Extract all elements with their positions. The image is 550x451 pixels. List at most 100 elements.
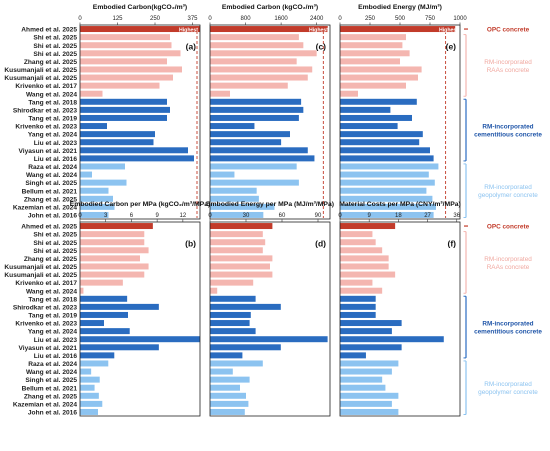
bar xyxy=(340,295,376,302)
group-label: RAAs concrete xyxy=(487,67,530,74)
bar xyxy=(80,255,140,262)
bar xyxy=(340,384,386,391)
x-tick-label: 27 xyxy=(424,213,431,219)
study-label: Shirodkar et al. 2023 xyxy=(13,107,77,114)
bar xyxy=(340,42,403,49)
study-label: Wang et al. 2024 xyxy=(26,288,77,295)
x-tick-label: 0 xyxy=(338,213,342,219)
x-tick-label: 0 xyxy=(78,213,82,219)
bar xyxy=(340,303,376,310)
bar xyxy=(340,279,373,286)
bar xyxy=(340,147,430,154)
bar xyxy=(340,98,417,105)
x-tick-label: 9 xyxy=(368,213,372,219)
bar xyxy=(80,239,145,246)
study-label: Shi et al. 2025 xyxy=(33,35,77,42)
bar xyxy=(210,328,256,335)
bar xyxy=(340,163,439,170)
plot-frame xyxy=(79,221,201,417)
panel-label: (c) xyxy=(316,41,327,51)
bar xyxy=(80,223,153,230)
group-label: RM-incorporated xyxy=(482,320,533,327)
x-tick-label: 3 xyxy=(104,213,108,219)
x-tick-label: 90 xyxy=(315,213,322,219)
panel-label: (b) xyxy=(185,238,196,248)
study-label: Wang et al. 2024 xyxy=(26,91,77,98)
bar xyxy=(210,360,263,367)
x-tick-label: 0 xyxy=(208,16,212,22)
x-tick-label: 800 xyxy=(241,16,252,22)
bar xyxy=(340,344,402,351)
x-tick-label: 30 xyxy=(243,213,250,219)
x-tick-label: 6 xyxy=(130,213,134,219)
bar xyxy=(210,392,246,399)
study-label: Shi et al. 2025 xyxy=(33,51,77,58)
bar xyxy=(210,58,297,65)
bar xyxy=(210,352,243,359)
study-label: John et al. 2016 xyxy=(28,410,77,417)
bar xyxy=(340,400,392,407)
chart-title: Material Costs per MPa (CNY/m³/MPa) xyxy=(339,201,461,208)
bar xyxy=(80,50,181,57)
bar xyxy=(210,163,297,170)
study-label: Wang et al. 2024 xyxy=(26,369,77,376)
study-label: Zhang et al. 2025 xyxy=(24,393,77,400)
x-tick-label: 500 xyxy=(395,16,406,22)
study-label: Bellum et al. 2021 xyxy=(22,188,78,195)
bar xyxy=(210,368,233,375)
bar xyxy=(80,74,173,81)
x-tick-label: 18 xyxy=(395,213,402,219)
bar xyxy=(210,408,245,415)
bar xyxy=(210,211,264,218)
group-label: RAAs concrete xyxy=(487,264,530,271)
bar xyxy=(340,171,429,178)
bar xyxy=(210,295,256,302)
bar xyxy=(340,392,399,399)
bar xyxy=(210,320,250,327)
bar xyxy=(340,223,396,230)
study-label: Zhang et al. 2025 xyxy=(24,196,77,203)
chart-title: Embodied Carbon(kgCO₂/m³) xyxy=(93,4,187,11)
study-label: Kusumanjali et al. 2025 xyxy=(4,272,77,279)
study-label: Zhang et al. 2025 xyxy=(24,59,77,66)
bar xyxy=(80,392,99,399)
chart-panel-a: Embodied Carbon(kgCO₂/m³) 0 125 250 375 Highe… xyxy=(78,4,201,220)
x-tick-label: 1600 xyxy=(274,16,288,22)
bar xyxy=(340,139,420,146)
bar xyxy=(340,90,358,97)
bar xyxy=(80,311,128,318)
bar xyxy=(340,231,373,238)
bar xyxy=(80,203,115,210)
bar xyxy=(210,82,288,89)
bar xyxy=(80,408,98,415)
panel-label: (d) xyxy=(315,238,326,248)
bar xyxy=(210,195,259,202)
study-label: Tang et al. 2019 xyxy=(28,116,77,123)
bar xyxy=(80,90,103,97)
bar xyxy=(340,26,456,33)
study-label: Ahmed et al. 2025 xyxy=(21,27,77,34)
bar xyxy=(80,247,149,254)
bar xyxy=(210,98,302,105)
bar xyxy=(340,203,436,210)
bar xyxy=(80,163,125,170)
study-label: Krivenko et al. 2023 xyxy=(15,321,77,328)
bar xyxy=(340,106,391,113)
group-label: cementitious concrete xyxy=(474,328,542,335)
bar xyxy=(80,26,200,33)
highest-label: Highest xyxy=(179,27,198,33)
bar xyxy=(340,187,427,194)
study-label: Liu et al. 2023 xyxy=(34,140,78,147)
group-label: RM-incorporated xyxy=(484,59,532,66)
x-tick-label: 60 xyxy=(279,213,286,219)
study-label: Kusumanjali et al. 2025 xyxy=(4,264,77,271)
bar xyxy=(340,336,444,343)
bar xyxy=(340,50,410,57)
group-label: OPC concrete xyxy=(487,223,530,230)
bar xyxy=(210,90,230,97)
bar xyxy=(80,155,194,162)
study-label: Viyasun et al. 2021 xyxy=(18,148,77,155)
bar xyxy=(80,231,145,238)
bar xyxy=(80,384,95,391)
plot-frame xyxy=(339,24,461,220)
